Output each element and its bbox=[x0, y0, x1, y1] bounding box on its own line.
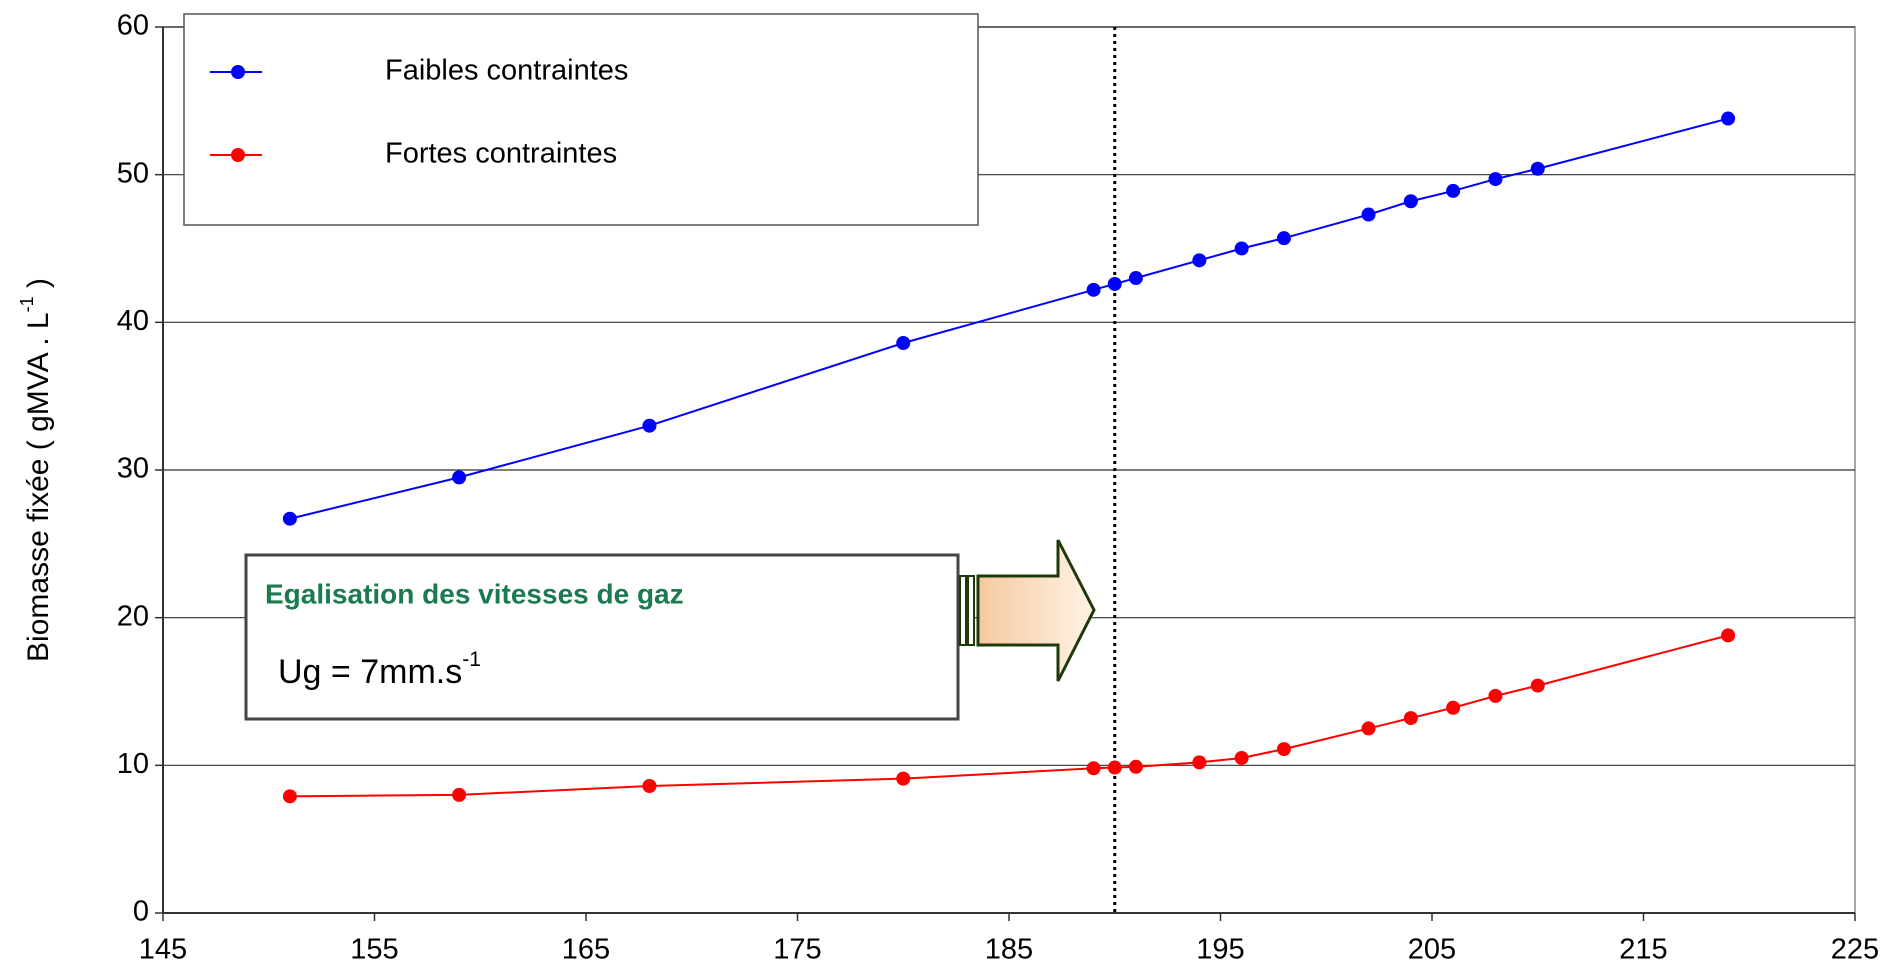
data-point bbox=[1446, 700, 1461, 715]
legend-label: Fortes contraintes bbox=[385, 138, 617, 170]
legend-marker bbox=[231, 65, 245, 79]
y-tick-label: 10 bbox=[117, 748, 149, 780]
arrow-bar bbox=[967, 575, 975, 646]
data-point bbox=[452, 787, 467, 802]
data-point bbox=[642, 418, 657, 433]
data-point bbox=[1234, 750, 1249, 765]
data-point bbox=[1530, 678, 1545, 693]
data-point bbox=[1086, 282, 1101, 297]
data-point bbox=[1721, 628, 1736, 643]
x-tick-label: 225 bbox=[1831, 934, 1879, 966]
arrow bbox=[976, 539, 1096, 682]
data-point bbox=[1361, 207, 1376, 222]
y-tick-label: 40 bbox=[117, 305, 149, 337]
data-point bbox=[642, 779, 657, 794]
data-point bbox=[1276, 742, 1291, 757]
x-tick-label: 155 bbox=[350, 934, 398, 966]
data-point bbox=[1721, 111, 1736, 126]
data-point bbox=[1403, 711, 1418, 726]
annotation-box bbox=[244, 553, 960, 721]
x-tick-label: 175 bbox=[773, 934, 821, 966]
data-point bbox=[1192, 253, 1207, 268]
data-point bbox=[1488, 688, 1503, 703]
x-tick-label: 195 bbox=[1196, 934, 1244, 966]
y-tick-label: 30 bbox=[117, 453, 149, 485]
legend-label: Faibles contraintes bbox=[385, 55, 628, 87]
x-tick-label: 205 bbox=[1408, 934, 1456, 966]
data-line bbox=[289, 117, 1729, 520]
data-point bbox=[1234, 241, 1249, 256]
data-point bbox=[1128, 759, 1143, 774]
data-point bbox=[1403, 194, 1418, 209]
data-point bbox=[896, 771, 911, 786]
data-point bbox=[1086, 761, 1101, 776]
data-line bbox=[289, 634, 1729, 798]
arrow-bar bbox=[959, 575, 967, 646]
data-point bbox=[1128, 271, 1143, 286]
annotation: Egalisation des vitesses de gaz Ug = 7mm… bbox=[244, 539, 1096, 721]
data-point bbox=[1446, 183, 1461, 198]
y-tick-label: 60 bbox=[117, 10, 149, 42]
data-point bbox=[1361, 721, 1376, 736]
data-point bbox=[1488, 172, 1503, 187]
data-point bbox=[1530, 161, 1545, 176]
annotation-title: Egalisation des vitesses de gaz bbox=[265, 578, 684, 609]
data-point bbox=[1107, 760, 1122, 775]
data-point bbox=[896, 336, 911, 351]
data-point bbox=[282, 789, 297, 804]
x-tick-label: 145 bbox=[139, 934, 187, 966]
data-point bbox=[1107, 276, 1122, 291]
y-axis-label: Biomasse fixée ( gMVA . L-1 ) bbox=[17, 278, 55, 662]
data-point bbox=[452, 470, 467, 485]
y-tick-label: 0 bbox=[133, 896, 149, 928]
legend-box bbox=[183, 13, 979, 226]
data-point bbox=[282, 511, 297, 526]
data-point bbox=[1276, 231, 1291, 246]
x-tick-label: 185 bbox=[985, 934, 1033, 966]
annotation-text: Ug = 7mm.s-1 bbox=[278, 648, 481, 691]
x-tick-label: 215 bbox=[1619, 934, 1667, 966]
legend-marker bbox=[231, 148, 245, 162]
x-tick-label: 165 bbox=[562, 934, 610, 966]
y-tick-label: 50 bbox=[117, 157, 149, 189]
data-point bbox=[1192, 755, 1207, 770]
y-tick-label: 20 bbox=[117, 600, 149, 632]
